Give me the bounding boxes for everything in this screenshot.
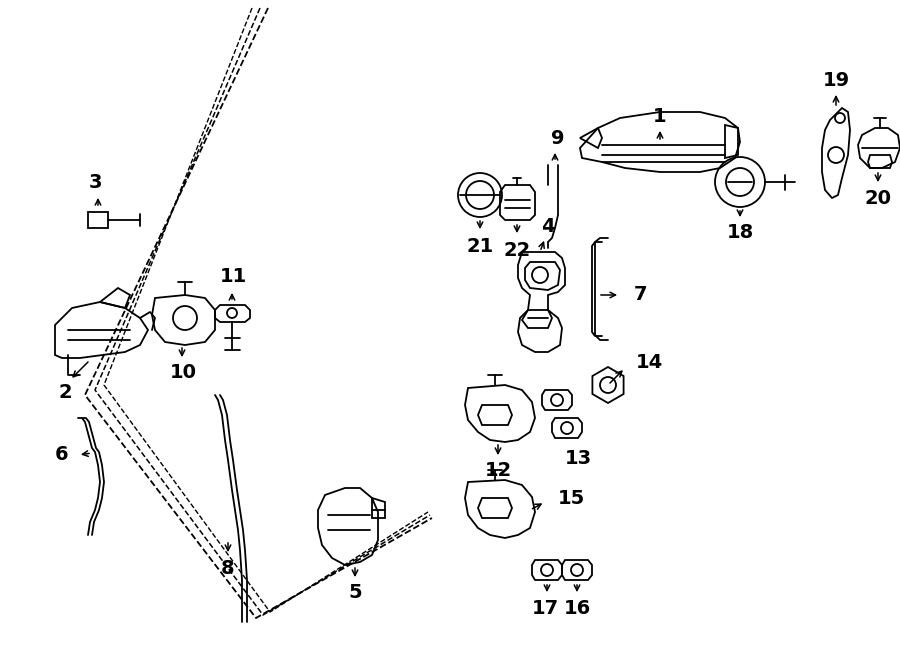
- Text: 17: 17: [531, 598, 559, 617]
- Text: 18: 18: [726, 223, 753, 243]
- Text: 16: 16: [563, 598, 590, 617]
- Text: 15: 15: [558, 488, 585, 508]
- Text: 9: 9: [551, 128, 565, 147]
- Text: 2: 2: [58, 383, 72, 403]
- Text: 11: 11: [220, 268, 247, 286]
- Text: 12: 12: [484, 461, 511, 479]
- Text: 7: 7: [634, 286, 647, 305]
- Text: 5: 5: [348, 584, 362, 602]
- Text: 6: 6: [55, 446, 68, 465]
- Text: 14: 14: [636, 352, 663, 371]
- Text: 20: 20: [865, 188, 892, 208]
- Text: 1: 1: [653, 106, 667, 126]
- Text: 13: 13: [564, 449, 591, 467]
- Text: 22: 22: [503, 241, 531, 260]
- Text: 8: 8: [221, 559, 235, 578]
- Text: 21: 21: [466, 237, 493, 256]
- Text: 4: 4: [541, 217, 554, 235]
- Text: 3: 3: [88, 173, 102, 192]
- Text: 19: 19: [823, 71, 850, 89]
- Text: 10: 10: [169, 364, 196, 383]
